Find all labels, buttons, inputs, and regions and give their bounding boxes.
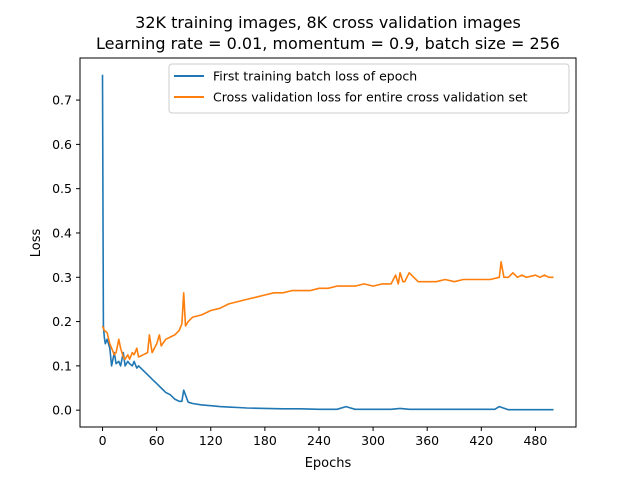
- series-line-training: [101, 74, 554, 411]
- plot-frame: [79, 57, 577, 428]
- x-tick-label: 0: [99, 433, 107, 448]
- legend-box: [168, 63, 570, 114]
- y-tick-label: 0.0: [52, 403, 72, 418]
- x-axis-label: Epochs: [305, 456, 352, 471]
- x-tick-label: 60: [149, 433, 165, 448]
- plot-area: [79, 57, 577, 428]
- y-axis-label: Loss: [29, 229, 44, 258]
- chart-title-line1: 32K training images, 8K cross validation…: [135, 13, 521, 32]
- legend: First training batch loss of epoch Cross…: [168, 63, 570, 114]
- x-tick-label: 120: [199, 433, 223, 448]
- x-tick-label: 240: [307, 433, 331, 448]
- y-axis: 0.0 0.1 0.2 0.3 0.4 0.5 0.6 0.7: [52, 93, 80, 418]
- legend-label-cross-validation: Cross validation loss for entire cross v…: [213, 90, 528, 105]
- x-tick-label: 360: [415, 433, 439, 448]
- y-tick-label: 0.3: [52, 270, 72, 285]
- y-tick-label: 0.7: [52, 93, 72, 108]
- y-tick-label: 0.6: [52, 137, 72, 152]
- x-tick-label: 300: [361, 433, 385, 448]
- x-tick-label: 180: [253, 433, 277, 448]
- legend-label-training: First training batch loss of epoch: [213, 69, 417, 84]
- series-lines: [101, 74, 554, 411]
- y-tick-label: 0.5: [52, 181, 72, 196]
- y-tick-label: 0.1: [52, 358, 72, 373]
- chart-title-line2: Learning rate = 0.01, momentum = 0.9, ba…: [96, 34, 560, 53]
- x-axis: 0 60 120 180 240 300 360 420 480: [99, 427, 547, 448]
- y-tick-label: 0.2: [52, 314, 72, 329]
- y-tick-label: 0.4: [52, 225, 72, 240]
- series-line-cross-validation: [101, 260, 554, 361]
- x-tick-label: 420: [469, 433, 493, 448]
- x-tick-label: 480: [523, 433, 547, 448]
